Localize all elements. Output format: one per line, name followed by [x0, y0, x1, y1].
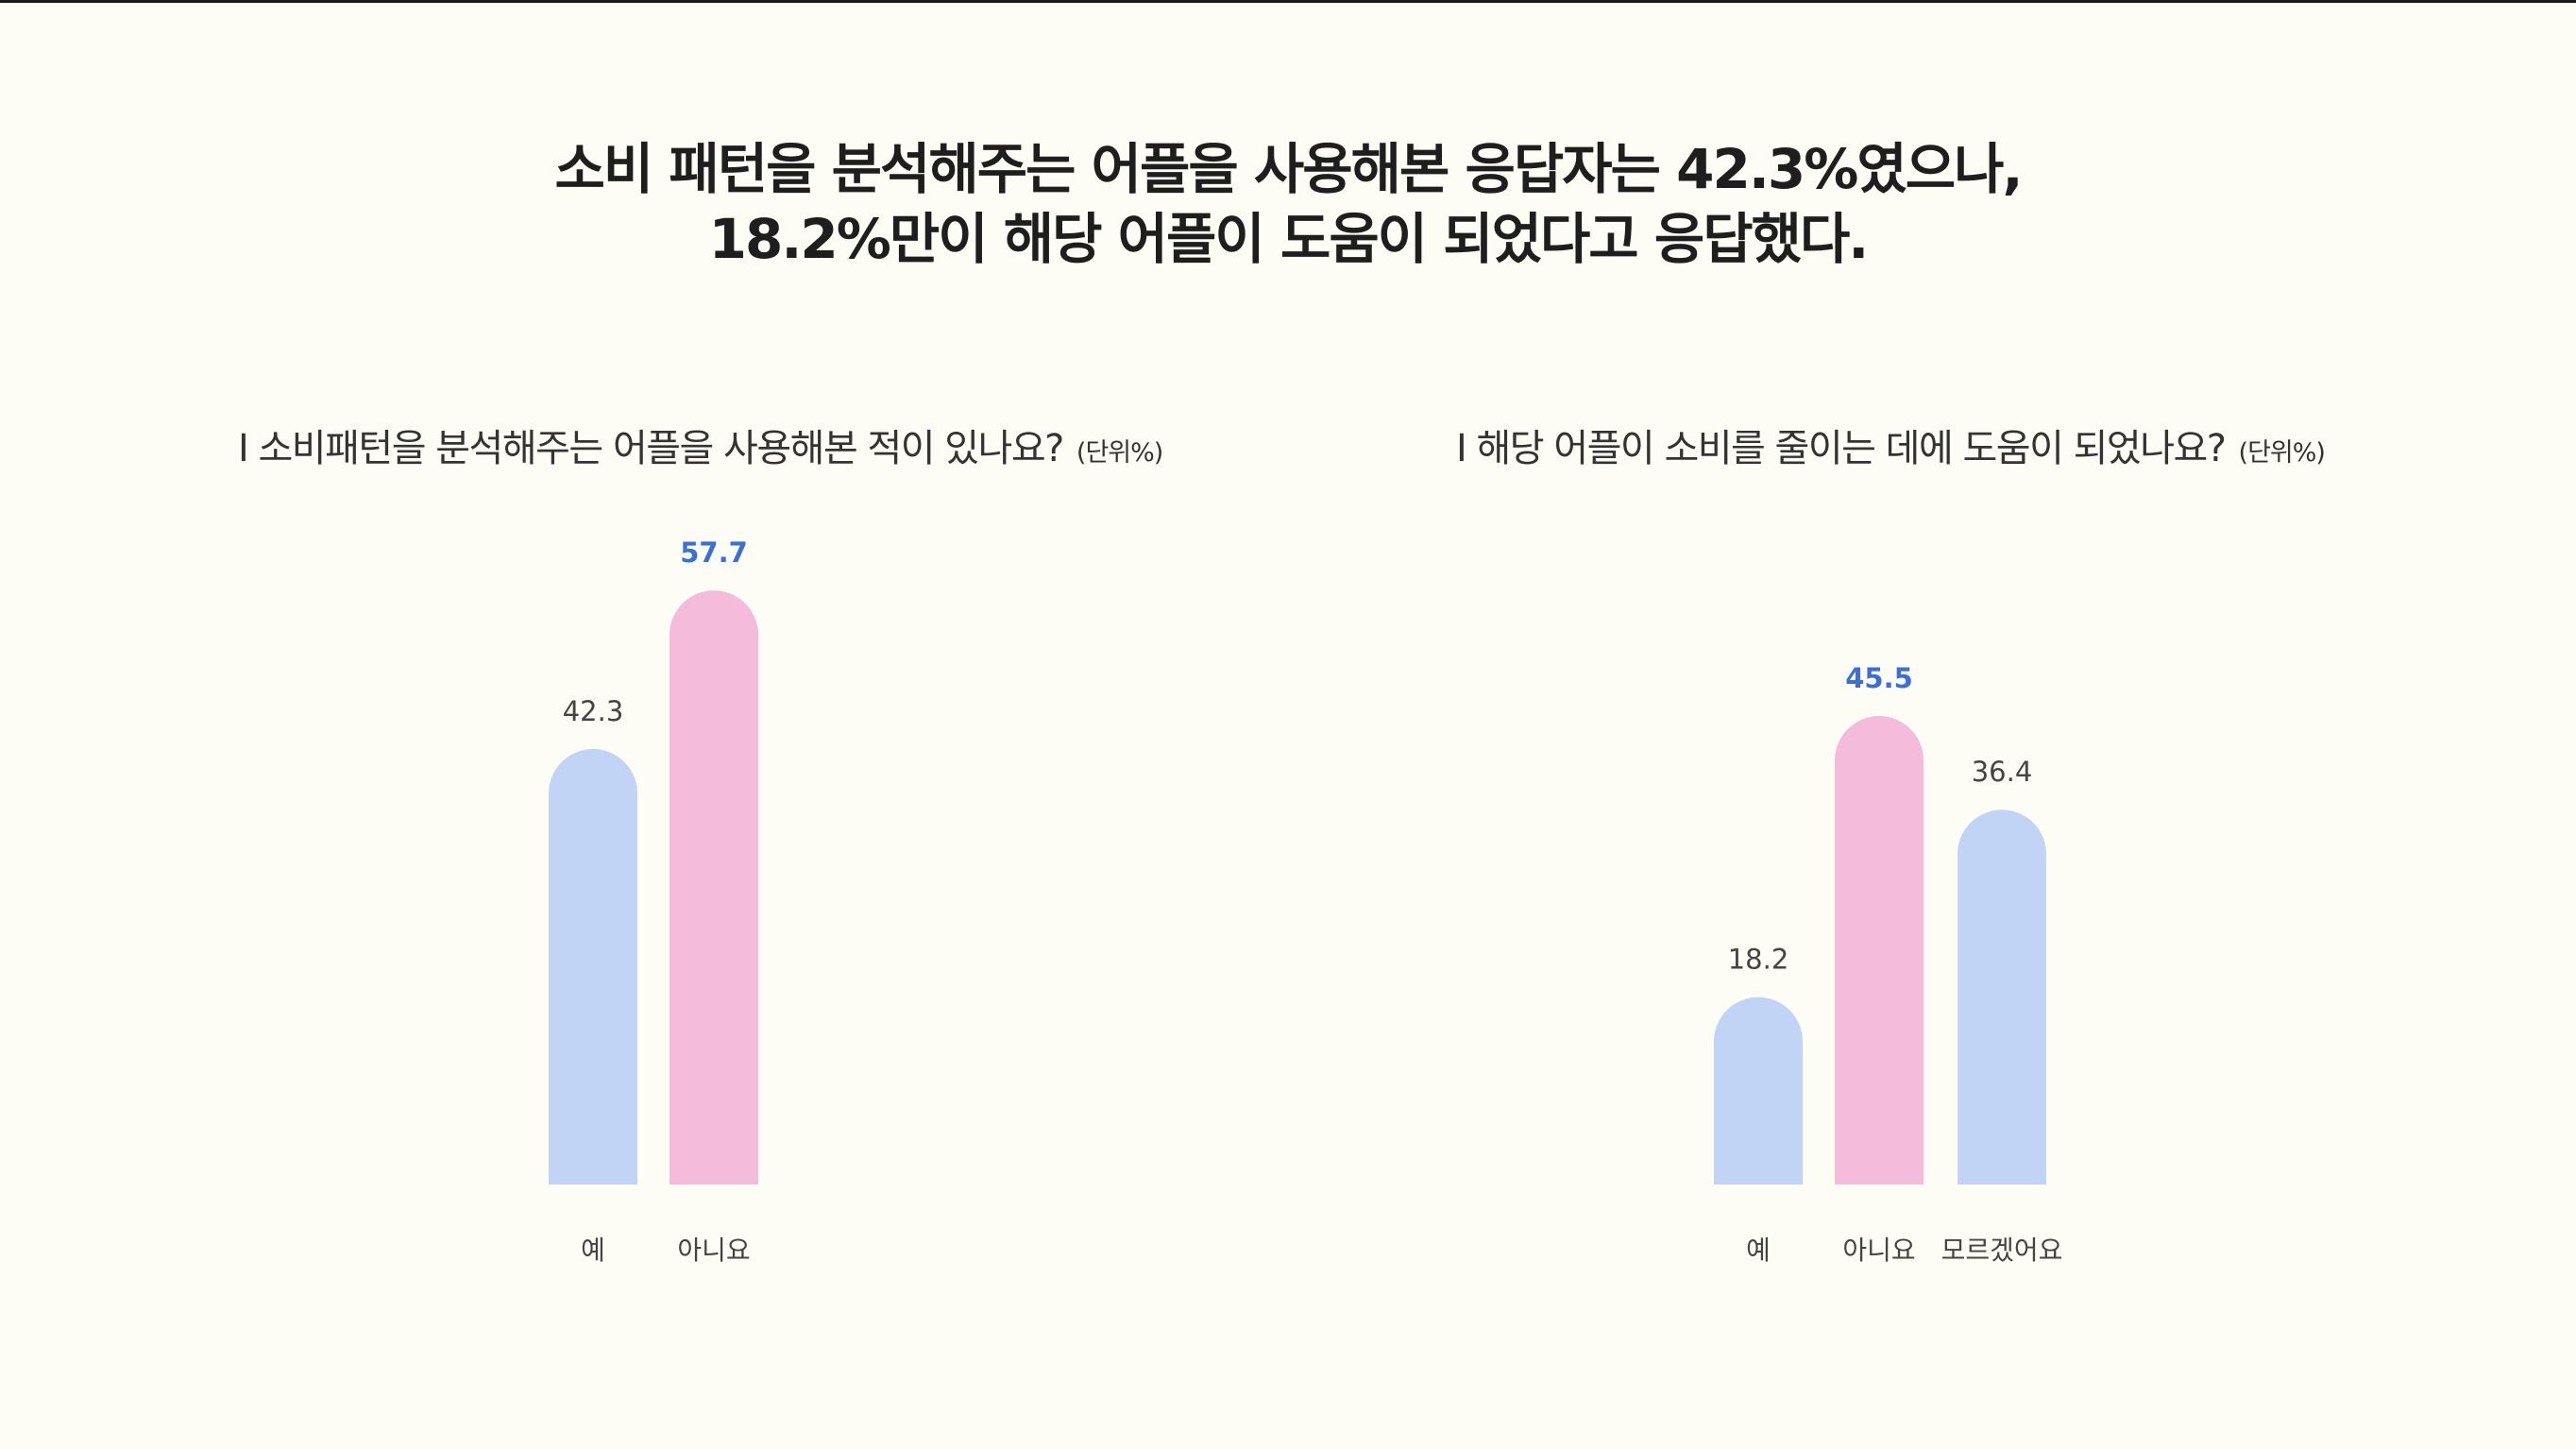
chart-2-title: I 해당 어플이 소비를 줄이는 데에 도움이 되었나요? (단위%): [1456, 418, 2326, 472]
headline-line-2: 18.2%만이 해당 어플이 도움이 되었다고 응답했다.: [708, 207, 1870, 271]
chart-1-unit: (단위%): [1076, 438, 1163, 468]
chart-2-title-text: I 해당 어플이 소비를 줄이는 데에 도움이 되었나요?: [1456, 427, 2227, 470]
bar-1: [549, 748, 637, 1185]
bar-2: [669, 590, 758, 1185]
bar-1: [1714, 997, 1803, 1185]
page-headline: 소비 패턴을 분석해주는 어플을 사용해본 응답자는 42.3%였으나, 18.…: [0, 134, 2576, 274]
value-label-1: 18.2: [1728, 944, 1789, 976]
headline-line-1: 소비 패턴을 분석해주는 어플을 사용해본 응답자는 42.3%였으나,: [554, 137, 2023, 201]
category-label-2: 아니요: [1842, 1235, 1915, 1266]
value-label-3: 36.4: [1972, 756, 2033, 788]
chart-1: 42.3 예 57.7 아니요: [549, 537, 758, 1266]
category-label-2: 아니요: [677, 1235, 750, 1266]
top-border: [0, 0, 2576, 3]
value-label-2: 57.7: [680, 537, 748, 569]
value-label-1: 42.3: [563, 695, 624, 727]
category-label-1: 예: [1746, 1235, 1771, 1266]
bar-3: [1957, 810, 2046, 1185]
value-label-2: 45.5: [1845, 662, 1913, 694]
category-label-3: 모르겠어요: [1941, 1235, 2063, 1266]
chart-1-title-text: I 소비패턴을 분석해주는 어플을 사용해본 적이 있나요?: [238, 427, 1064, 470]
chart-2-unit: (단위%): [2238, 438, 2326, 468]
bar-2: [1835, 716, 1924, 1185]
category-label-1: 예: [581, 1235, 605, 1266]
chart-1-title: I 소비패턴을 분석해주는 어플을 사용해본 적이 있나요? (단위%): [238, 418, 1163, 472]
chart-2: 18.2 예 45.5 아니요 36.4 모르겠어요: [1714, 662, 2062, 1266]
